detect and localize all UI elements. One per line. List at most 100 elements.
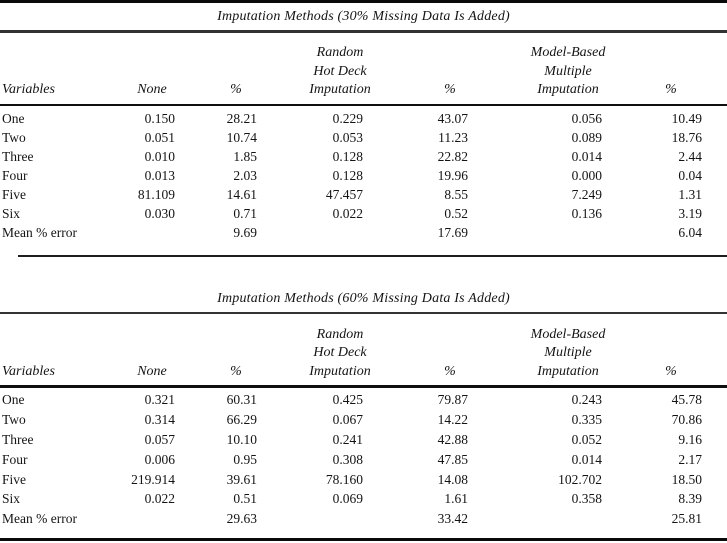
cell-value: 0.014 — [571, 148, 602, 164]
cell-value: 0.04 — [678, 167, 702, 183]
table-row: Three 0.010 1.85 0.128 22.82 0.014 2.44 — [0, 147, 727, 166]
cell-value: 0.71 — [233, 205, 257, 221]
column-header-row: Variables None % Random Hot Deck Imputat… — [0, 33, 727, 104]
cell-value: 79.87 — [437, 392, 468, 408]
cell-value: 45.78 — [671, 392, 702, 408]
cell-value: 14.08 — [437, 471, 468, 487]
cell-value: 17.69 — [437, 224, 468, 240]
column-header-percent-3: % — [665, 82, 677, 97]
cell-value: 43.07 — [437, 110, 468, 126]
column-header-model-based-multiple-imputation: Model-Based Multiple Imputation — [530, 326, 606, 379]
table-30-missing: Imputation Methods (30% Missing Data Is … — [0, 0, 727, 257]
table-row: Five 219.914 39.61 78.160 14.08 102.702 18.50 — [0, 470, 727, 490]
table-60-missing: Imputation Methods (60% Missing Data Is … — [0, 287, 727, 542]
horizontal-rule-bottom — [0, 538, 727, 542]
cell-value: 0.314 — [144, 412, 175, 428]
horizontal-rule-under-title — [0, 30, 727, 33]
table-title: Imputation Methods (30% Missing Data Is … — [217, 8, 510, 24]
table-row: One 0.150 28.21 0.229 43.07 0.056 10.49 — [0, 109, 727, 128]
cell-value: 1.61 — [444, 491, 468, 507]
cell-value: 39.61 — [226, 471, 257, 487]
table-body: One 0.321 60.31 0.425 79.87 0.243 45.78 Two 0.31… — [0, 388, 727, 530]
cell-value: 70.86 — [671, 412, 702, 428]
cell-value: 0.128 — [332, 148, 363, 164]
row-label: One — [2, 392, 25, 408]
column-header-percent-1: % — [230, 363, 242, 379]
horizontal-rule-table-end — [18, 255, 727, 257]
cell-value: 0.030 — [144, 205, 175, 221]
cell-value: 9.16 — [678, 431, 702, 447]
cell-value: 25.81 — [671, 511, 702, 527]
cell-value: 0.056 — [571, 110, 602, 126]
cell-value: 0.136 — [571, 205, 602, 221]
cell-value: 0.150 — [144, 110, 175, 126]
cell-value: 0.069 — [332, 491, 363, 507]
table-row: Two 0.051 10.74 0.053 11.23 0.089 18.76 — [0, 128, 727, 147]
cell-value: 0.243 — [571, 392, 602, 408]
cell-value: 8.55 — [444, 186, 468, 202]
cell-value: 78.160 — [325, 471, 363, 487]
cell-value: 14.22 — [437, 412, 468, 428]
table-row: Five 81.109 14.61 47.457 8.55 7.249 1.31 — [0, 185, 727, 204]
cell-value: 0.067 — [332, 412, 363, 428]
cell-value: 1.85 — [233, 148, 257, 164]
column-header-row: Variables None % Random Hot Deck Imputat… — [0, 314, 727, 385]
column-header-percent-1: % — [230, 82, 242, 97]
table-row: Mean % error 9.69 17.69 6.04 — [0, 223, 727, 242]
row-label: Four — [2, 451, 28, 467]
cell-value: 0.241 — [332, 431, 363, 447]
row-label: Six — [2, 205, 21, 221]
cell-value: 0.052 — [571, 431, 602, 447]
cell-value: 22.82 — [437, 148, 468, 164]
cell-value: 0.128 — [332, 167, 363, 183]
table-row: One 0.321 60.31 0.425 79.87 0.243 45.78 — [0, 391, 727, 411]
cell-value: 0.014 — [571, 451, 602, 467]
cell-value: 2.44 — [678, 148, 702, 164]
cell-value: 0.51 — [233, 491, 257, 507]
cell-value: 0.053 — [332, 129, 363, 145]
row-label: Four — [2, 167, 28, 183]
table-title: Imputation Methods (60% Missing Data Is … — [217, 291, 510, 306]
cell-value: 0.335 — [571, 412, 602, 428]
cell-value: 10.74 — [226, 129, 257, 145]
row-label: Two — [2, 129, 26, 145]
cell-value: 0.051 — [144, 129, 175, 145]
cell-value: 6.04 — [678, 224, 702, 240]
table-gap — [0, 257, 727, 287]
cell-value: 66.29 — [226, 412, 257, 428]
column-header-none: None — [137, 363, 167, 379]
table-row: Two 0.314 66.29 0.067 14.22 0.335 70.86 — [0, 410, 727, 430]
cell-value: 1.31 — [678, 186, 702, 202]
row-label: Mean % error — [2, 224, 77, 240]
cell-value: 10.10 — [226, 431, 257, 447]
cell-value: 7.249 — [571, 186, 602, 202]
cell-value: 18.50 — [671, 471, 702, 487]
cell-value: 0.321 — [144, 392, 175, 408]
table-row: Six 0.030 0.71 0.022 0.52 0.136 3.19 — [0, 204, 727, 223]
cell-value: 19.96 — [437, 167, 468, 183]
cell-value: 3.19 — [678, 205, 702, 221]
cell-value: 8.39 — [678, 491, 702, 507]
table-row: Six 0.022 0.51 0.069 1.61 0.358 8.39 — [0, 489, 727, 509]
cell-value: 0.000 — [571, 167, 602, 183]
horizontal-rule-under-header — [0, 385, 727, 388]
row-label: One — [2, 110, 25, 126]
cell-value: 28.21 — [226, 110, 257, 126]
cell-value: 0.95 — [233, 451, 257, 467]
cell-value: 47.85 — [437, 451, 468, 467]
cell-value: 0.010 — [144, 148, 175, 164]
column-header-variables: Variables — [2, 82, 55, 97]
row-label: Five — [2, 471, 27, 487]
row-label: Mean % error — [2, 511, 77, 527]
cell-value: 11.23 — [438, 129, 468, 145]
cell-value: 18.76 — [671, 129, 702, 145]
column-header-none: None — [137, 82, 167, 97]
cell-value: 0.006 — [144, 451, 175, 467]
cell-value: 29.63 — [226, 511, 257, 527]
cell-value: 60.31 — [226, 392, 257, 408]
row-label: Three — [2, 148, 34, 164]
horizontal-rule-top — [0, 0, 727, 3]
column-header-random-hot-deck-imputation: Random Hot Deck Imputation — [309, 45, 371, 97]
cell-value: 0.022 — [332, 205, 363, 221]
